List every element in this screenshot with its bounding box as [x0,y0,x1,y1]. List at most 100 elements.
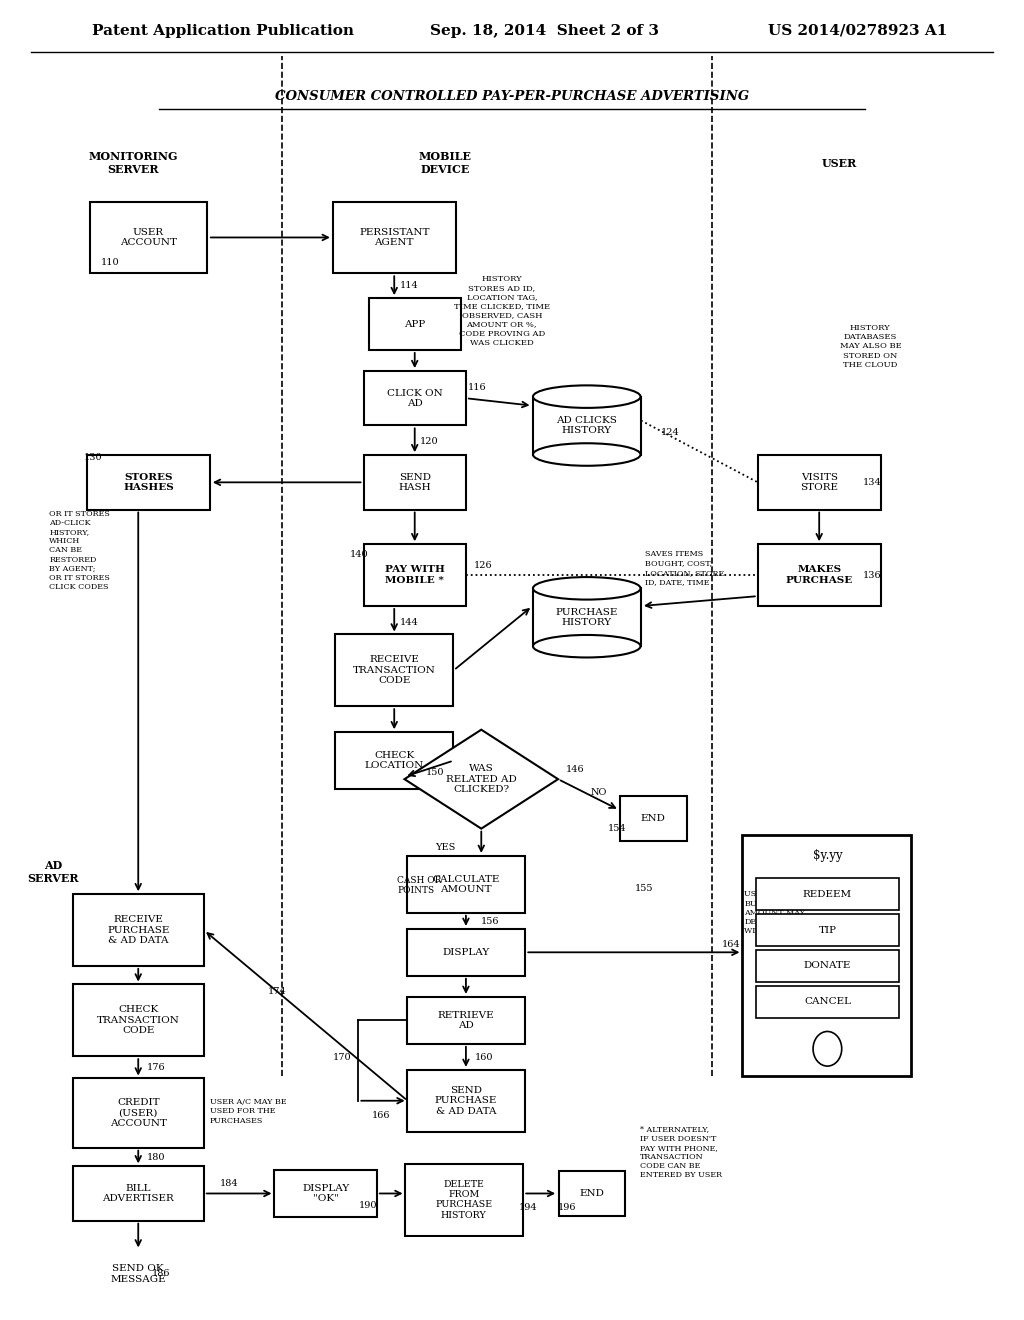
Text: DELETE
FROM
PURCHASE
HISTORY: DELETE FROM PURCHASE HISTORY [435,1180,493,1220]
Text: USER TAPS
BUTTON;
AMOUNT MAY
DECLINE
WITH TIME: USER TAPS BUTTON; AMOUNT MAY DECLINE WIT… [744,891,806,936]
Text: 110: 110 [100,257,119,267]
Text: SEND
HASH: SEND HASH [398,473,431,492]
Text: 124: 124 [660,429,679,437]
Text: CALCULATE
AMOUNT: CALCULATE AMOUNT [432,875,500,894]
Ellipse shape [532,385,641,408]
Text: RECEIVE
PURCHASE
& AD DATA: RECEIVE PURCHASE & AD DATA [108,915,169,945]
FancyBboxPatch shape [742,834,911,1076]
Text: STORES
HASHES: STORES HASHES [123,473,174,492]
Ellipse shape [532,444,641,466]
Polygon shape [404,730,558,829]
Text: 190: 190 [358,1201,377,1210]
FancyBboxPatch shape [621,796,687,841]
FancyBboxPatch shape [90,202,207,273]
FancyBboxPatch shape [756,913,899,946]
Text: 146: 146 [566,764,585,774]
FancyBboxPatch shape [333,202,456,273]
Text: 126: 126 [474,561,493,570]
Text: CREDIT
(USER)
ACCOUNT: CREDIT (USER) ACCOUNT [110,1098,167,1129]
FancyBboxPatch shape [73,1250,204,1298]
Text: * ALTERNATELY,
IF USER DOESN'T
PAY WITH PHONE,
TRANSACTION
CODE CAN BE
ENTERED B: * ALTERNATELY, IF USER DOESN'T PAY WITH … [640,1126,722,1180]
Text: PAY WITH
MOBILE *: PAY WITH MOBILE * [385,565,444,585]
FancyBboxPatch shape [73,1167,204,1221]
Text: DISPLAY
"OK": DISPLAY "OK" [302,1184,349,1204]
Text: 116: 116 [468,383,486,392]
Text: BILL
ADVERTISER: BILL ADVERTISER [102,1184,174,1204]
FancyBboxPatch shape [73,985,204,1056]
FancyBboxPatch shape [73,894,204,966]
Text: APP: APP [404,319,425,329]
Text: 156: 156 [481,917,500,925]
Text: CANCEL: CANCEL [804,998,851,1006]
Text: 166: 166 [372,1111,390,1121]
Text: CHECK
LOCATION: CHECK LOCATION [365,751,424,771]
Text: 164: 164 [722,940,740,949]
Text: CONSUMER CONTROLLED PAY-PER-PURCHASE ADVERTISING: CONSUMER CONTROLLED PAY-PER-PURCHASE ADV… [274,90,750,103]
Text: REDEEM: REDEEM [803,890,852,899]
Text: HISTORY
STORES AD ID,
LOCATION TAG,
TIME CLICKED, TIME
OBSERVED, CASH
AMOUNT OR : HISTORY STORES AD ID, LOCATION TAG, TIME… [454,275,550,347]
FancyBboxPatch shape [336,733,453,789]
Text: 134: 134 [863,478,882,487]
Text: OR IT STORES
AD-CLICK
HISTORY,
WHICH
CAN BE
RESTORED
BY AGENT;
OR IT STORES
CLIC: OR IT STORES AD-CLICK HISTORY, WHICH CAN… [49,510,110,591]
Text: RETRIEVE
AD: RETRIEVE AD [437,1011,495,1030]
FancyBboxPatch shape [73,1078,204,1147]
Text: 160: 160 [475,1053,494,1061]
Text: 130: 130 [84,453,102,462]
Text: $y.yy: $y.yy [813,849,842,862]
FancyBboxPatch shape [559,1171,625,1216]
Text: YES: YES [435,842,456,851]
Text: Patent Application Publication: Patent Application Publication [92,24,354,38]
Text: END: END [641,814,666,824]
Text: 180: 180 [146,1154,165,1162]
Text: MONITORING
SERVER: MONITORING SERVER [88,152,178,176]
Text: WAS
RELATED AD
CLICKED?: WAS RELATED AD CLICKED? [445,764,517,795]
FancyBboxPatch shape [532,396,641,454]
FancyBboxPatch shape [408,997,525,1044]
Text: CLICK ON
AD: CLICK ON AD [387,388,442,408]
Ellipse shape [532,577,641,599]
FancyBboxPatch shape [408,1069,525,1131]
FancyBboxPatch shape [756,986,899,1018]
Text: 154: 154 [608,824,627,833]
Text: SEND
PURCHASE
& AD DATA: SEND PURCHASE & AD DATA [435,1086,497,1115]
FancyBboxPatch shape [408,855,525,912]
Text: PURCHASE
HISTORY: PURCHASE HISTORY [556,607,617,627]
Text: NO: NO [591,788,607,797]
Text: 174: 174 [268,987,287,997]
Text: 176: 176 [146,1063,165,1072]
Text: CASH OR
POINTS: CASH OR POINTS [397,876,441,895]
FancyBboxPatch shape [336,635,453,706]
Ellipse shape [532,635,641,657]
Text: USER A/C MAY BE
USED FOR THE
PURCHASES: USER A/C MAY BE USED FOR THE PURCHASES [210,1098,287,1125]
Text: MAKES
PURCHASE: MAKES PURCHASE [785,565,853,585]
Text: 136: 136 [863,570,882,579]
Text: 186: 186 [152,1270,170,1278]
Text: TIP: TIP [818,925,837,935]
Text: CHECK
TRANSACTION
CODE: CHECK TRANSACTION CODE [97,1006,179,1035]
Text: 120: 120 [420,437,438,446]
Text: PERSISTANT
AGENT: PERSISTANT AGENT [359,228,429,247]
Text: AD CLICKS
HISTORY: AD CLICKS HISTORY [556,416,617,436]
Text: Sep. 18, 2014  Sheet 2 of 3: Sep. 18, 2014 Sheet 2 of 3 [430,24,659,38]
Text: DONATE: DONATE [804,961,851,970]
Text: 140: 140 [350,549,369,558]
Text: 194: 194 [519,1203,538,1212]
Text: MOBILE
DEVICE: MOBILE DEVICE [419,152,472,176]
Text: VISITS
STORE: VISITS STORE [800,473,839,492]
Text: 114: 114 [399,281,418,290]
FancyBboxPatch shape [532,589,641,647]
FancyBboxPatch shape [406,1164,523,1236]
Text: AD
SERVER: AD SERVER [28,861,79,884]
Text: RECEIVE
TRANSACTION
CODE: RECEIVE TRANSACTION CODE [353,656,435,685]
FancyBboxPatch shape [756,878,899,911]
Text: US 2014/0278923 A1: US 2014/0278923 A1 [768,24,947,38]
FancyBboxPatch shape [364,371,466,425]
FancyBboxPatch shape [756,950,899,982]
FancyBboxPatch shape [408,929,525,975]
Text: SAVES ITEMS
BOUGHT, COST,
LOCATION, STORE
ID, DATE, TIME: SAVES ITEMS BOUGHT, COST, LOCATION, STOR… [645,550,724,586]
Text: 150: 150 [426,768,444,777]
FancyBboxPatch shape [87,455,210,510]
FancyBboxPatch shape [758,544,881,606]
Text: 196: 196 [558,1203,577,1212]
FancyBboxPatch shape [364,544,466,606]
